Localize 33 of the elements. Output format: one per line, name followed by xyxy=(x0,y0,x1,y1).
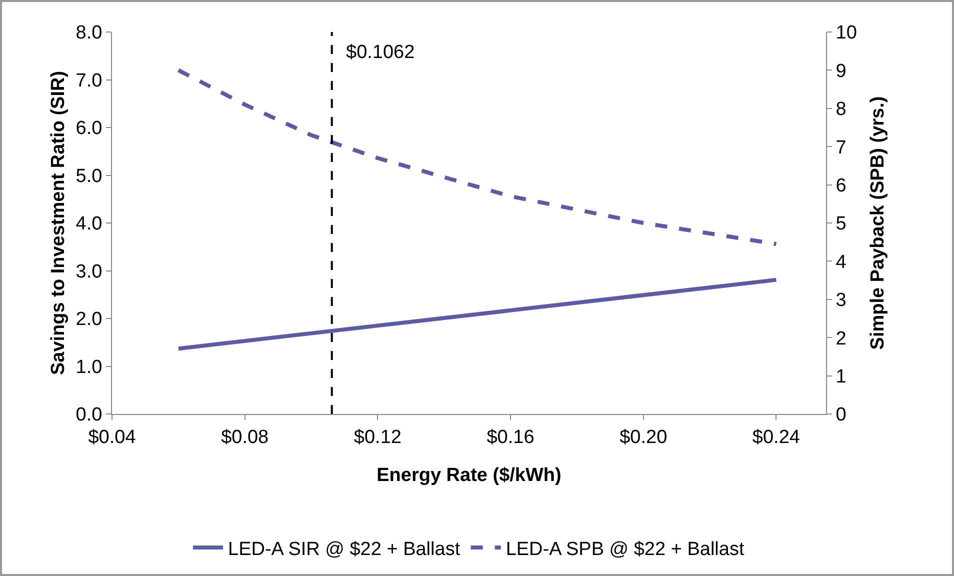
y2-tick-label: 3 xyxy=(836,290,846,312)
y2-tick-label: 1 xyxy=(836,366,846,388)
y-axis-title: Savings to Investment Ratio (SIR) xyxy=(48,70,69,376)
x-tick-label: $0.24 xyxy=(752,426,800,448)
y-tick-label: 8.0 xyxy=(76,22,102,44)
y2-tick-label: 9 xyxy=(836,60,846,82)
x-tick-label: $0.04 xyxy=(88,426,136,448)
y-tick-label: 6.0 xyxy=(76,118,102,140)
y2-tick-label: 6 xyxy=(836,175,846,196)
y-tick-label: 0.0 xyxy=(76,404,102,426)
y2-tick-label: 0 xyxy=(836,404,846,426)
x-tick-label: $0.16 xyxy=(486,426,534,448)
y-tick-label: 1.0 xyxy=(76,356,102,378)
y2-tick-label: 8 xyxy=(836,99,846,120)
legend-label: LED-A SPB @ $22 + Ballast xyxy=(506,538,745,560)
y2-tick-label: 5 xyxy=(836,214,846,235)
ref-line-label: $0.1062 xyxy=(346,42,415,63)
line-series xyxy=(176,68,778,246)
x-tick-label: $0.12 xyxy=(354,426,402,448)
y2-axis-title: Simple Payback (SPB) (yrs.) xyxy=(868,96,888,350)
legend-label: LED-A SIR @ $22 + Ballast xyxy=(228,538,461,560)
x-axis-title: Energy Rate ($/kWh) xyxy=(376,465,562,486)
y-tick-label: 4.0 xyxy=(76,214,102,235)
y-tick-label: 5.0 xyxy=(76,166,102,187)
x-tick-label: $0.20 xyxy=(620,426,668,448)
y2-tick-label: 7 xyxy=(836,137,846,158)
y-tick-label: 3.0 xyxy=(76,261,102,282)
y-tick-label: 2.0 xyxy=(76,309,102,330)
x-tick-label: $0.08 xyxy=(221,426,269,448)
y2-tick-label: 4 xyxy=(836,252,847,273)
y2-tick-label: 2 xyxy=(836,328,846,350)
y2-tick-label: 10 xyxy=(836,22,857,44)
y-tick-label: 7.0 xyxy=(76,70,102,92)
